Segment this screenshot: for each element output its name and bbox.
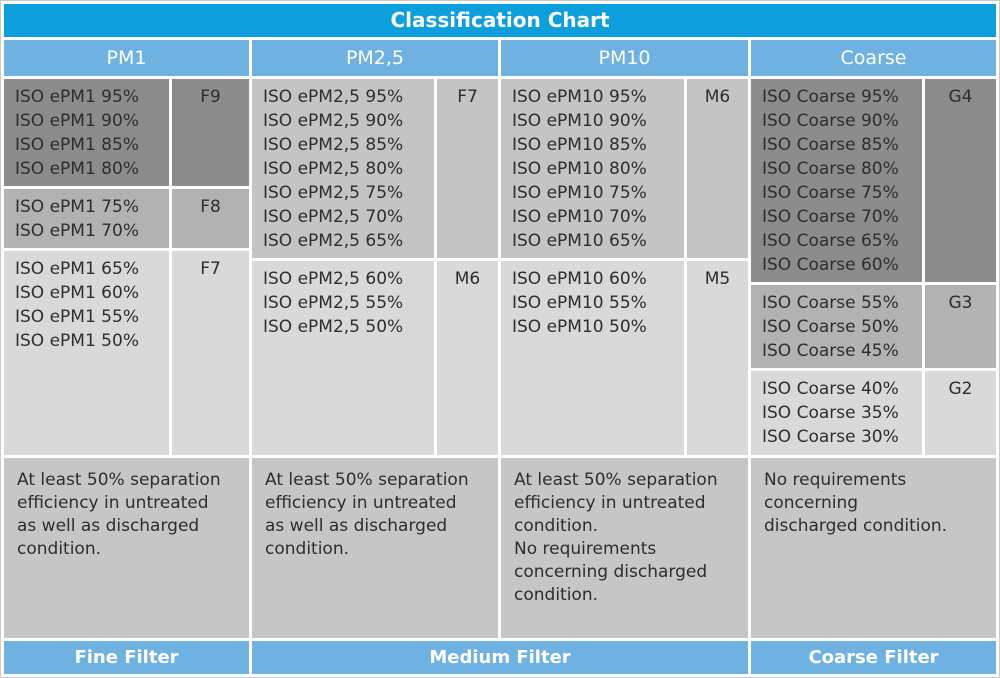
iso-class-item: ISO Coarse 35%	[762, 403, 899, 423]
iso-class-item: ISO ePM10 75%	[512, 183, 647, 203]
group-g4: ISO Coarse 95% ISO Coarse 90% ISO Coarse 8…	[751, 79, 996, 282]
column-header-pm10: PM10	[501, 40, 748, 76]
column-header-pm1: PM1	[4, 40, 249, 76]
iso-class-item: ISO ePM1 60%	[15, 283, 139, 303]
iso-class-item: ISO ePM1 65%	[15, 259, 139, 279]
iso-class-item: ISO Coarse 75%	[762, 183, 899, 203]
iso-class-item: ISO ePM2,5 90%	[263, 111, 404, 131]
group-g3: ISO Coarse 55% ISO Coarse 50% ISO Coarse 4…	[751, 285, 996, 368]
group-f9: ISO ePM1 95% ISO ePM1 90% ISO ePM1 85% ISO …	[4, 79, 249, 186]
iso-class-list: ISO ePM2,5 60% ISO ePM2,5 55% ISO ePM2,5 5…	[252, 261, 434, 455]
iso-class-item: ISO Coarse 50%	[762, 317, 899, 337]
iso-class-item: ISO ePM1 95%	[15, 87, 139, 107]
iso-class-item: ISO Coarse 40%	[762, 379, 899, 399]
iso-class-item: ISO ePM1 85%	[15, 135, 139, 155]
iso-class-list: ISO ePM10 60% ISO ePM10 55% ISO ePM10 50%	[501, 261, 684, 455]
column-header-coarse: Coarse	[751, 40, 996, 76]
iso-class-item: ISO ePM10 65%	[512, 231, 647, 251]
iso-class-item: ISO Coarse 65%	[762, 231, 899, 251]
note-pm1: At least 50% separation efficiency in un…	[4, 458, 249, 638]
filter-class-label: F7	[172, 251, 249, 455]
iso-class-item: ISO ePM10 90%	[512, 111, 647, 131]
footer-fine-filter: Fine Filter	[4, 641, 249, 674]
iso-class-item: ISO Coarse 95%	[762, 87, 899, 107]
iso-class-item: ISO ePM10 60%	[512, 269, 647, 289]
column-coarse: ISO Coarse 95% ISO Coarse 90% ISO Coarse 8…	[751, 79, 996, 455]
iso-class-item: ISO ePM2,5 60%	[263, 269, 404, 289]
iso-class-item: ISO ePM2,5 65%	[263, 231, 404, 251]
iso-class-item: ISO ePM1 55%	[15, 307, 139, 327]
filter-class-label: F7	[437, 79, 498, 258]
column-pm2-5: ISO ePM2,5 95% ISO ePM2,5 90% ISO ePM2,5 8…	[252, 79, 498, 455]
iso-class-list: ISO ePM10 95% ISO ePM10 90% ISO ePM10 85% I…	[501, 79, 684, 258]
chart-body: ISO ePM1 95% ISO ePM1 90% ISO ePM1 85% ISO …	[4, 79, 996, 455]
filter-class-label: M5	[687, 261, 748, 455]
iso-class-item: ISO ePM1 75%	[15, 197, 139, 217]
iso-class-item: ISO ePM1 80%	[15, 159, 139, 179]
iso-class-item: ISO ePM1 50%	[15, 331, 139, 351]
column-pm10: ISO ePM10 95% ISO ePM10 90% ISO ePM10 85% I…	[501, 79, 748, 455]
iso-class-item: ISO Coarse 60%	[762, 255, 899, 275]
iso-class-item: ISO ePM1 90%	[15, 111, 139, 131]
iso-class-item: ISO Coarse 70%	[762, 207, 899, 227]
iso-class-list: ISO ePM1 75% ISO ePM1 70%	[4, 189, 169, 248]
iso-class-item: ISO ePM10 55%	[512, 293, 647, 313]
iso-class-item: ISO ePM2,5 95%	[263, 87, 404, 107]
column-header-pm2-5: PM2,5	[252, 40, 498, 76]
iso-class-item: ISO ePM10 85%	[512, 135, 647, 155]
notes-row: At least 50% separation efficiency in un…	[4, 458, 996, 638]
footer-medium-filter: Medium Filter	[252, 641, 748, 674]
iso-class-item: ISO ePM10 95%	[512, 87, 647, 107]
iso-class-list: ISO ePM1 65% ISO ePM1 60% ISO ePM1 55% ISO …	[4, 251, 169, 455]
iso-class-item: ISO Coarse 85%	[762, 135, 899, 155]
group-f7: ISO ePM1 65% ISO ePM1 60% ISO ePM1 55% ISO …	[4, 251, 249, 455]
filter-class-label: F9	[172, 79, 249, 186]
iso-class-item: ISO ePM2,5 50%	[263, 317, 404, 337]
column-pm1: ISO ePM1 95% ISO ePM1 90% ISO ePM1 85% ISO …	[4, 79, 249, 455]
filter-class-label: M6	[687, 79, 748, 258]
iso-class-item: ISO Coarse 90%	[762, 111, 899, 131]
group-g2: ISO Coarse 40% ISO Coarse 35% ISO Coarse 3…	[751, 371, 996, 455]
group-m6: ISO ePM10 95% ISO ePM10 90% ISO ePM10 85% I…	[501, 79, 748, 258]
footer-row: Fine Filter Medium Filter Coarse Filter	[4, 641, 996, 674]
iso-class-item: ISO ePM2,5 75%	[263, 183, 404, 203]
iso-class-item: ISO ePM10 80%	[512, 159, 647, 179]
chart-title: Classification Chart	[4, 4, 996, 37]
iso-class-list: ISO Coarse 40% ISO Coarse 35% ISO Coarse 3…	[751, 371, 922, 455]
iso-class-item: ISO ePM2,5 55%	[263, 293, 404, 313]
note-pm10: At least 50% separation efficiency in un…	[501, 458, 748, 638]
iso-class-list: ISO Coarse 55% ISO Coarse 50% ISO Coarse 4…	[751, 285, 922, 368]
iso-class-item: ISO ePM1 70%	[15, 221, 139, 241]
group-f8: ISO ePM1 75% ISO ePM1 70% F8	[4, 189, 249, 248]
footer-coarse-filter: Coarse Filter	[751, 641, 996, 674]
iso-class-list: ISO Coarse 95% ISO Coarse 90% ISO Coarse 8…	[751, 79, 922, 282]
filter-class-label: F8	[172, 189, 249, 248]
iso-class-item: ISO ePM2,5 85%	[263, 135, 404, 155]
iso-class-item: ISO ePM10 50%	[512, 317, 647, 337]
note-pm2-5: At least 50% separation efficiency in un…	[252, 458, 498, 638]
iso-class-item: ISO Coarse 80%	[762, 159, 899, 179]
iso-class-item: ISO Coarse 55%	[762, 293, 899, 313]
group-f7: ISO ePM2,5 95% ISO ePM2,5 90% ISO ePM2,5 8…	[252, 79, 498, 258]
filter-class-label: G4	[925, 79, 996, 282]
iso-class-item: ISO Coarse 45%	[762, 341, 899, 361]
iso-class-list: ISO ePM2,5 95% ISO ePM2,5 90% ISO ePM2,5 8…	[252, 79, 434, 258]
iso-class-item: ISO ePM10 70%	[512, 207, 647, 227]
filter-class-label: G3	[925, 285, 996, 368]
group-m6: ISO ePM2,5 60% ISO ePM2,5 55% ISO ePM2,5 5…	[252, 261, 498, 455]
iso-class-item: ISO ePM2,5 80%	[263, 159, 404, 179]
note-coarse: No requirements concerning discharged co…	[751, 458, 996, 638]
filter-class-label: M6	[437, 261, 498, 455]
iso-class-list: ISO ePM1 95% ISO ePM1 90% ISO ePM1 85% ISO …	[4, 79, 169, 186]
iso-class-item: ISO Coarse 30%	[762, 427, 899, 447]
iso-class-item: ISO ePM2,5 70%	[263, 207, 404, 227]
column-header-row: PM1 PM2,5 PM10 Coarse	[4, 40, 996, 76]
group-m5: ISO ePM10 60% ISO ePM10 55% ISO ePM10 50% M…	[501, 261, 748, 455]
filter-class-label: G2	[925, 371, 996, 455]
